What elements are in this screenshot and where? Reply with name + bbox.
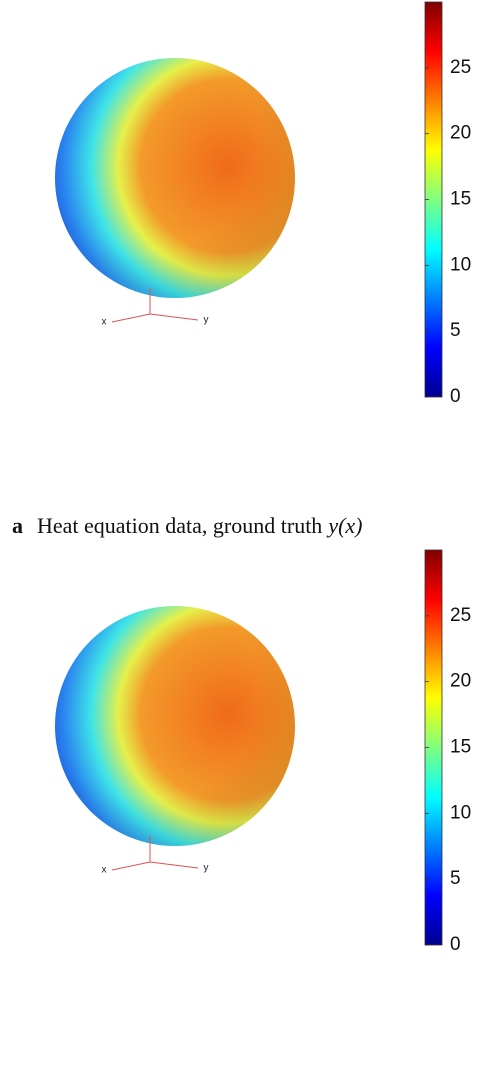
sphere-shade — [55, 58, 295, 298]
colorbar-tick-label: 5 — [450, 868, 461, 889]
colorbar-tick-label: 20 — [450, 123, 471, 144]
colorbar-tick-label: 0 — [450, 386, 461, 407]
colorbar-tick-label: 20 — [450, 671, 471, 692]
caption: a Heat equation data, ground truth y(x) — [12, 513, 363, 538]
axis-y — [149, 861, 199, 869]
panel-label: a — [12, 513, 23, 538]
colorbar-tick-label: 15 — [450, 737, 471, 758]
axis-y — [149, 313, 199, 321]
caption-math: y(x) — [326, 513, 362, 538]
colorbar-tick-label: 25 — [450, 57, 471, 78]
colorbar-tick-label: 5 — [450, 320, 461, 341]
axis-label: y — [204, 863, 209, 874]
axis-x — [111, 861, 151, 871]
sphere-shade — [55, 606, 295, 846]
caption-text: Heat equation data, ground truth — [37, 513, 322, 538]
axis-label: x — [102, 865, 107, 876]
colorbar-tick-label: 25 — [450, 605, 471, 626]
axis-label: x — [102, 317, 107, 328]
axis-label: y — [204, 315, 209, 326]
colorbar-tick-label: 10 — [450, 802, 471, 823]
colorbar-tick-label: 15 — [450, 189, 471, 210]
colorbar-tick-label: 10 — [450, 254, 471, 275]
axis-x — [111, 313, 151, 323]
colorbar-tick-label: 0 — [450, 934, 461, 955]
